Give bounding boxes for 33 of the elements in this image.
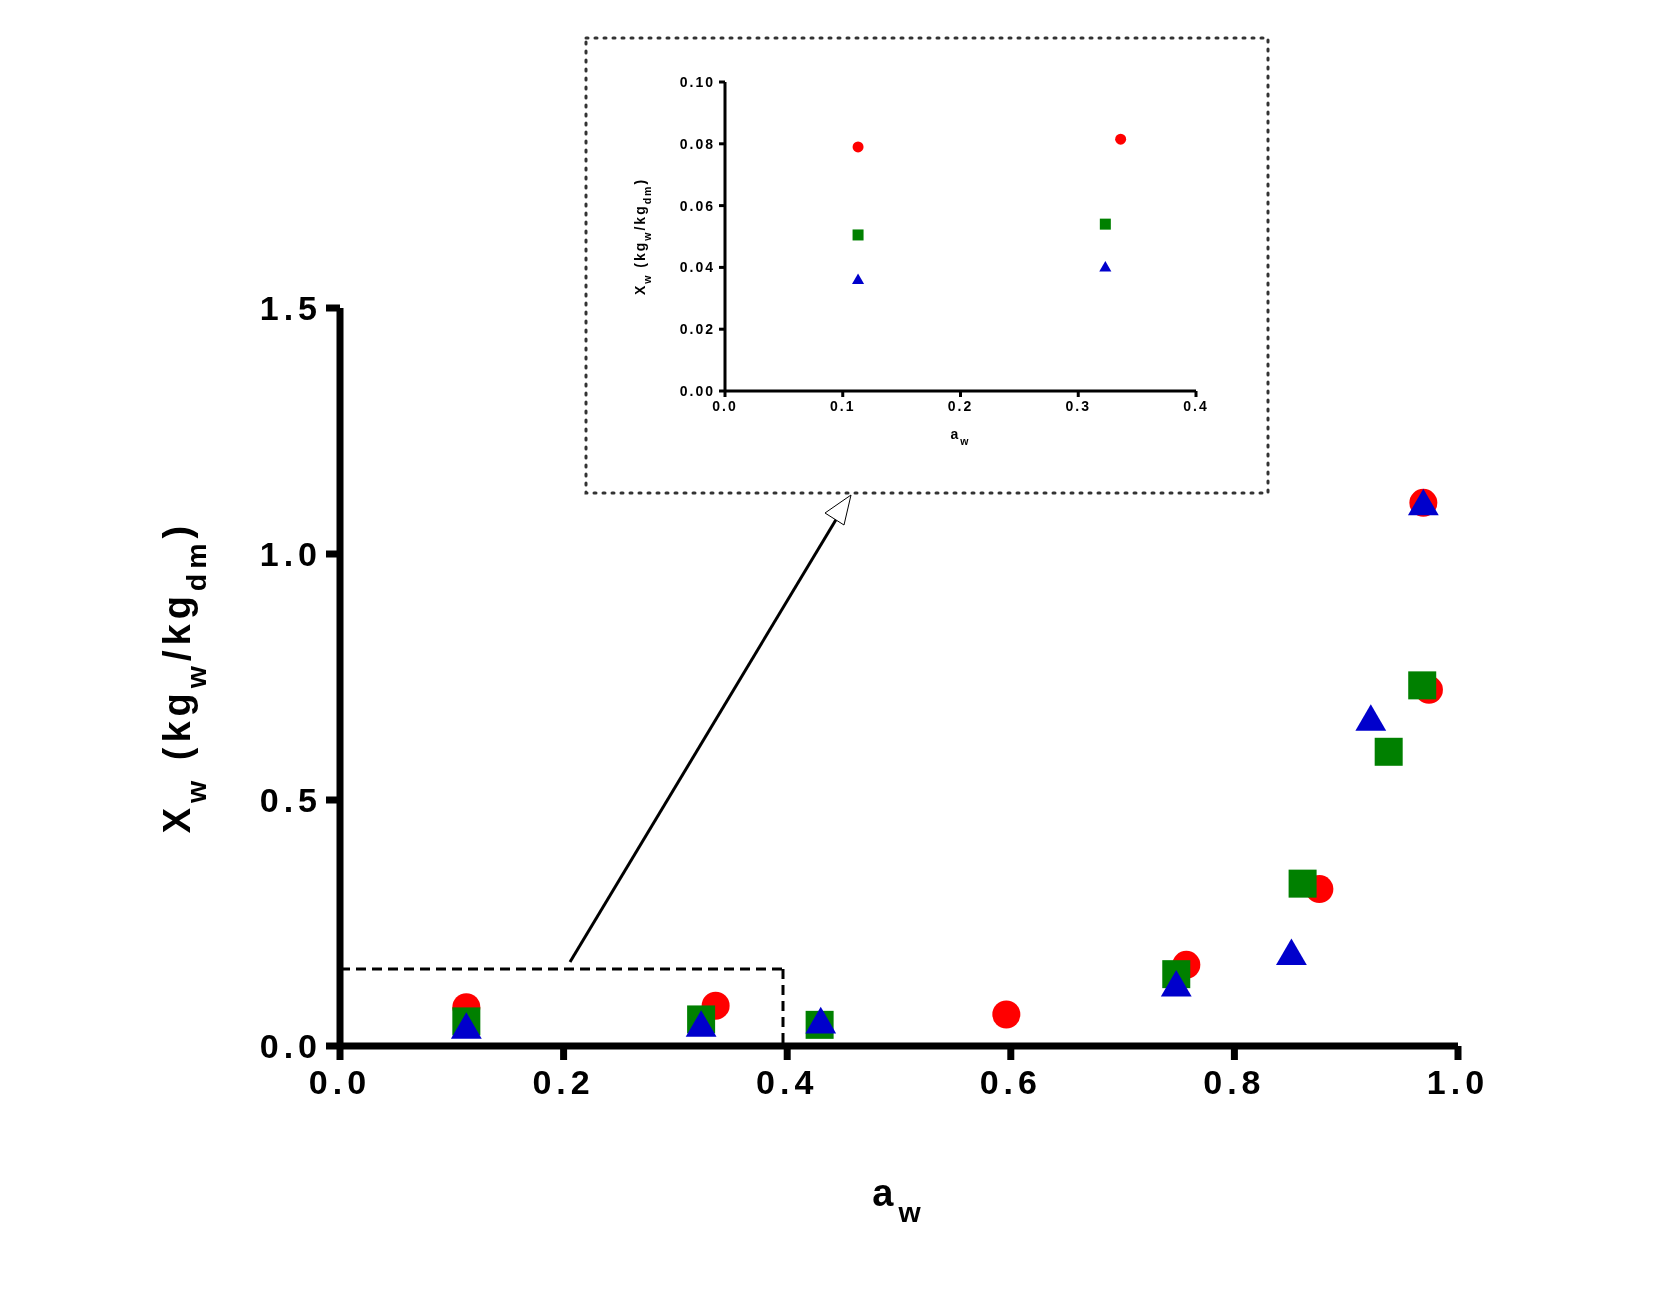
x-tick-label: 0.2 [532,1063,595,1101]
y-tick-label: 1.0 [259,534,322,573]
point [852,141,864,153]
y-tick-label: 0.08 [679,135,715,152]
x-axis-title: a$_{w}$ [872,1172,926,1228]
point [1288,869,1317,898]
point [1099,261,1112,272]
x-tick-label: 0.1 [830,398,856,414]
x-axis-title: a$_{w}$ [950,426,971,447]
point [1374,737,1403,766]
y-tick-label: 0.10 [679,73,715,90]
point [852,273,865,284]
x-tick-label: 0.6 [979,1063,1042,1101]
x-tick-label: 0.2 [947,398,974,414]
point [1408,671,1437,700]
point [1099,218,1111,230]
y-tick-label: 1.5 [259,288,322,327]
y-tick-label: 0.06 [679,197,715,214]
x-tick-label: 0.8 [1203,1063,1266,1101]
x-tick-label: 0.4 [756,1063,819,1101]
x-tick-label: 0.0 [308,1063,372,1101]
x-tick-label: 0.4 [1183,398,1209,414]
point [992,1000,1021,1029]
y-tick-label: 0.5 [259,780,322,819]
point [1115,133,1127,145]
x-tick-label: 0.0 [712,398,738,414]
x-tick-label: 1.0 [1426,1063,1490,1101]
y-tick-label: 0.04 [679,259,715,276]
y-tick-label: 0.02 [679,321,715,338]
point [852,229,864,241]
y-tick-label: 0.0 [259,1026,322,1065]
x-tick-label: 0.3 [1065,398,1091,414]
y-tick-label: 0.00 [679,382,715,399]
